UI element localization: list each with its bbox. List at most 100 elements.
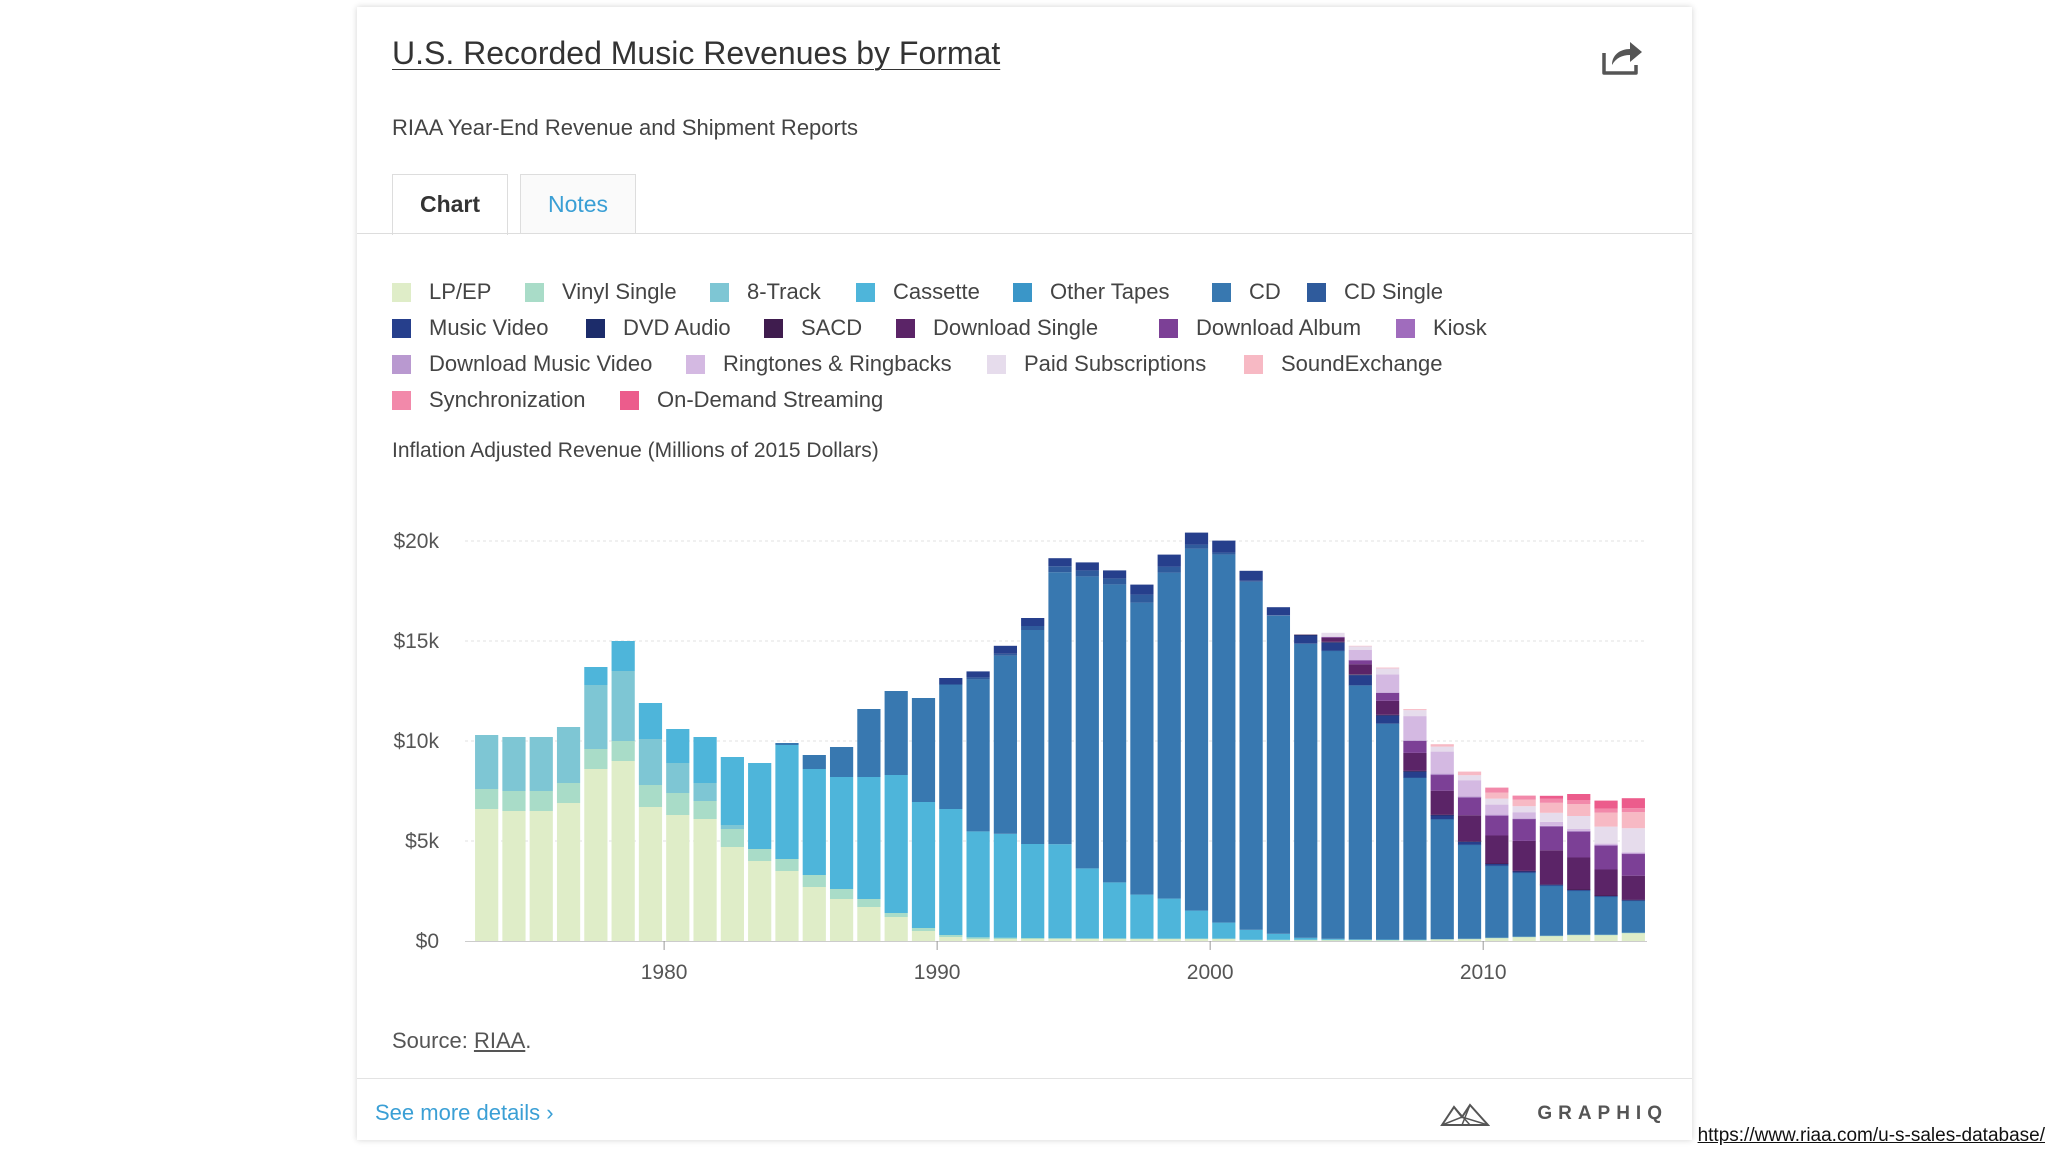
bar-segment (829, 777, 854, 889)
bar-segment (1021, 938, 1045, 939)
bar-segment (1567, 889, 1591, 891)
bar-segment (1294, 634, 1318, 636)
bar-segment (1048, 572, 1072, 845)
x-tick-label: 1990 (914, 961, 961, 984)
bar-segment (475, 735, 499, 789)
bar-segment (1430, 815, 1454, 819)
bar-segment (1594, 843, 1618, 845)
legend-label: DVD Audio (623, 315, 731, 340)
bar-segment (1594, 808, 1618, 813)
bar-segment (1239, 939, 1263, 941)
bar-segment (1621, 933, 1645, 941)
bar-segment (1567, 831, 1591, 858)
bar-segment (1266, 940, 1291, 941)
chart-subtitle: RIAA Year-End Revenue and Shipment Repor… (392, 115, 858, 140)
legend-label: Download Music Video (429, 351, 653, 376)
bar-segment (1294, 939, 1318, 941)
see-more-details-link[interactable]: See more details › (375, 1100, 554, 1125)
bar-segment (1075, 562, 1099, 571)
bar-segment (1539, 885, 1564, 936)
bar-segment (502, 737, 526, 791)
bar-segment (1539, 884, 1564, 885)
bar-segment (1512, 872, 1536, 937)
bar-segment (1157, 554, 1181, 567)
bar-segment (1321, 642, 1345, 651)
bar-segment (584, 685, 608, 749)
bar-segment (1348, 660, 1372, 661)
bar-segment (1512, 812, 1536, 819)
tab-chart[interactable]: Chart (392, 174, 508, 235)
bar-segment (1321, 938, 1345, 940)
bar-segment (1457, 939, 1482, 941)
bar-segment (1348, 674, 1372, 676)
bar-segment (1485, 865, 1509, 938)
bar-segment (1157, 566, 1181, 573)
bar-segment (775, 871, 799, 941)
bar-segment (748, 861, 772, 941)
bar-segment (1485, 787, 1509, 793)
bar-segment (1594, 895, 1618, 896)
bar-segment (1485, 815, 1509, 836)
legend-label: Synchronization (429, 387, 586, 412)
bar-segment (1621, 812, 1645, 829)
source-url-caption[interactable]: https://www.riaa.com/u-s-sales-database/ (1697, 1125, 2045, 1147)
bar-segment (1212, 540, 1236, 553)
bar-segment (1403, 740, 1427, 753)
bar-segment (1567, 890, 1591, 892)
bar-segment (1485, 814, 1509, 816)
bar-segment (1130, 594, 1154, 603)
bar-segment (666, 793, 690, 815)
bar-segment (1594, 869, 1618, 896)
legend-swatch (1159, 319, 1178, 338)
bar-segment (829, 899, 854, 941)
bar-segment (1348, 940, 1372, 941)
chart-title[interactable]: U.S. Recorded Music Revenues by Format (392, 35, 1001, 71)
bar-segment (1403, 770, 1427, 772)
bar-segment (1539, 935, 1564, 937)
share-icon[interactable] (1600, 37, 1644, 77)
legend-label: Download Single (933, 315, 1099, 340)
bar-segment (529, 737, 553, 791)
legend-label: Kiosk (1433, 315, 1487, 340)
legend-swatch (764, 319, 783, 338)
x-tick-label: 2000 (1187, 961, 1234, 984)
source-link[interactable]: RIAA (473, 1028, 526, 1053)
bar-segment (1539, 826, 1564, 851)
bar-segment (1075, 938, 1099, 939)
bar-segment (1457, 844, 1482, 846)
bar-segment (529, 811, 553, 941)
bar-segment (1621, 932, 1645, 934)
bar-segment (857, 777, 881, 899)
bar-segment (611, 641, 635, 671)
legend-swatch (686, 355, 705, 374)
bar-segment (1485, 938, 1509, 941)
bar-segment (1130, 938, 1154, 940)
bar-segment (1376, 667, 1400, 669)
tab-notes[interactable]: Notes (520, 174, 636, 234)
bar-segment (1130, 939, 1154, 941)
bar-segment (1048, 566, 1072, 573)
bar-segment (1403, 716, 1427, 741)
bar-segment (720, 825, 744, 829)
bar-segment (1157, 938, 1181, 940)
bar-segment (1621, 808, 1645, 813)
bar-segment (1567, 889, 1591, 890)
legend-label: Ringtones & Ringbacks (723, 351, 952, 376)
bar-segment (1348, 685, 1372, 940)
bar-segment (1321, 939, 1345, 941)
bar-segment (939, 684, 963, 685)
bar-segment (1539, 936, 1564, 941)
stacked-bar-chart: $0 $5k $10k $15k $20k 1980 1990 2000 2010 (393, 530, 1647, 984)
bar-segment (829, 747, 854, 777)
bar-segment (1266, 615, 1291, 934)
bar-segment (1184, 910, 1209, 939)
bar-segment (1239, 929, 1263, 940)
bar-segment (1457, 844, 1482, 939)
bar-segment (638, 807, 663, 941)
bar-segment (1239, 581, 1263, 930)
bar-segment (1021, 618, 1045, 626)
bar-segment (1457, 797, 1482, 816)
bar-segment (1594, 812, 1618, 827)
bar-segment (1266, 939, 1291, 941)
bar-segment (1594, 845, 1618, 846)
